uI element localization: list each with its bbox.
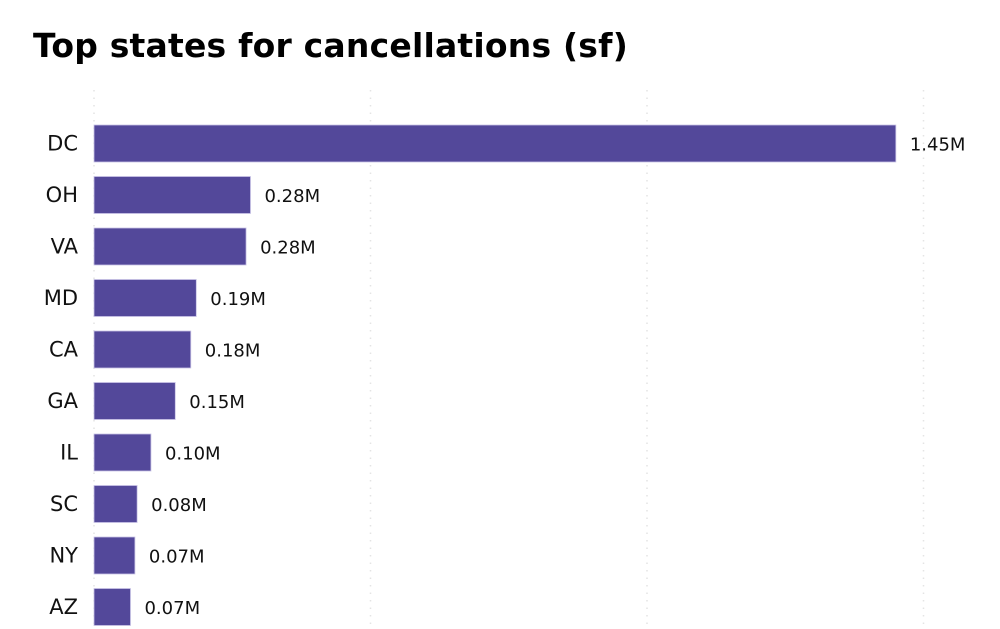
value-label: 0.18M [205,341,261,362]
category-label: IL [60,441,78,465]
chart-title: Top states for cancellations (sf) [33,26,628,65]
value-label: 0.19M [210,289,266,310]
value-label: 0.07M [149,547,205,568]
category-label: SC [50,492,78,516]
value-label: 0.08M [151,495,207,516]
value-label: 0.07M [144,598,200,619]
bar-dc[interactable] [93,124,897,163]
bar-ca[interactable] [93,330,192,369]
category-label: DC [47,132,78,156]
bars [93,124,897,626]
bar-ny[interactable] [93,536,136,575]
value-label: 0.28M [260,238,316,259]
category-label: MD [44,286,78,310]
bar-il[interactable] [93,433,152,472]
bar-ga[interactable] [93,382,176,420]
bar-az[interactable] [93,588,131,626]
value-label: 0.15M [189,392,245,413]
bar-md[interactable] [93,279,197,317]
category-label: CA [49,338,79,362]
category-label: VA [51,235,79,259]
bar-va[interactable] [93,227,247,266]
bar-sc[interactable] [93,485,138,523]
category-label: OH [46,183,78,207]
value-labels: 1.45M 0.28M 0.28M 0.19M 0.18M 0.15M 0.10M 0.08M… [144,135,965,620]
value-label: 0.28M [264,186,320,207]
category-labels: DC OH VA MD CA GA IL SC NY AZ [44,132,79,620]
value-label: 0.10M [165,444,221,465]
bar-oh[interactable] [93,176,251,214]
category-label: AZ [49,595,78,619]
category-label: NY [49,544,78,568]
category-label: GA [47,389,78,413]
value-label: 1.45M [910,135,966,156]
